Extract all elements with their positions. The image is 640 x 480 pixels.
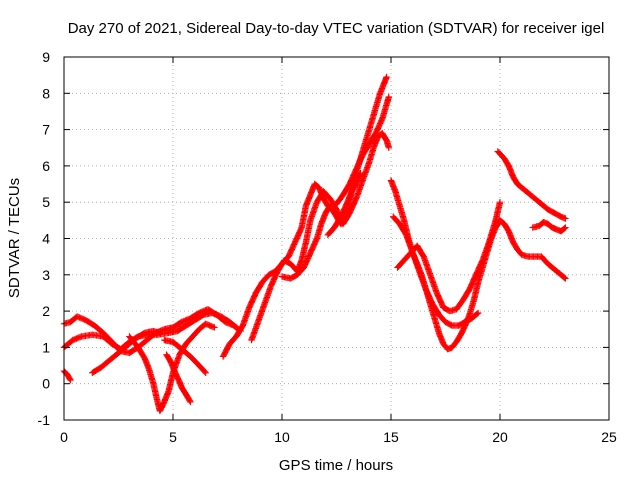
data-point: [201, 368, 208, 375]
satellite-track-8: [219, 73, 390, 360]
y-tick-label: 6: [42, 158, 50, 174]
y-tick-label: 2: [42, 303, 50, 319]
data-point: [211, 324, 218, 331]
y-tick-label: 4: [42, 231, 50, 247]
data-point: [385, 144, 392, 151]
y-tick-label: 3: [42, 267, 50, 283]
y-tick-label: 5: [42, 194, 50, 210]
satellite-track-13: [390, 213, 482, 329]
x-axis-label: GPS time / hours: [279, 457, 393, 474]
y-tick-label: 9: [42, 49, 50, 65]
y-tick-label: -1: [38, 412, 51, 428]
satellite-track-10: [278, 93, 392, 282]
data-point: [66, 375, 74, 383]
x-tick-label: 0: [60, 429, 68, 445]
x-tick-label: 25: [601, 429, 617, 445]
data-point: [562, 224, 569, 231]
data-point: [561, 225, 568, 232]
satellite-track-6: [163, 351, 194, 406]
data-point: [474, 310, 481, 317]
x-tick-label: 10: [274, 429, 290, 445]
data-point: [562, 215, 569, 222]
satellite-track-7: [161, 336, 209, 376]
x-tick-label: 15: [383, 429, 399, 445]
satellite-track-11: [324, 170, 364, 239]
satellite-track-3: [60, 367, 74, 384]
satellite-track-16: [529, 219, 569, 235]
data-point: [475, 309, 482, 317]
data-point: [67, 376, 74, 384]
satellite-track-15: [494, 148, 569, 222]
x-tick-label: 5: [169, 429, 177, 445]
y-tick-label: 8: [42, 85, 50, 101]
data-point: [202, 369, 209, 376]
x-tick-label: 20: [492, 429, 508, 445]
chart-title: Day 270 of 2021, Sidereal Day-to-day VTE…: [68, 20, 605, 37]
axis-ticks: [63, 56, 610, 421]
data-point: [186, 397, 193, 404]
data-point: [496, 199, 504, 206]
y-tick-label: 0: [42, 376, 50, 392]
data-point: [187, 398, 194, 406]
data-point: [385, 93, 392, 101]
y-tick-label: 1: [42, 339, 50, 355]
y-tick-label: 7: [42, 122, 50, 138]
satellite-track-9: [248, 130, 392, 344]
x-tick-labels: 0 5 10 15 20 25: [60, 429, 617, 445]
y-tick-labels: -1 0 1 2 3 4 5 6 7 8 9: [38, 49, 51, 428]
data-point: [561, 274, 568, 281]
data-point: [156, 329, 164, 337]
data-point: [383, 73, 390, 81]
y-axis-label: SDTVAR / TECUs: [6, 178, 23, 298]
satellite-track-14: [394, 199, 504, 315]
data-points: [60, 73, 569, 415]
data-point: [357, 170, 364, 177]
data-point: [562, 275, 569, 282]
